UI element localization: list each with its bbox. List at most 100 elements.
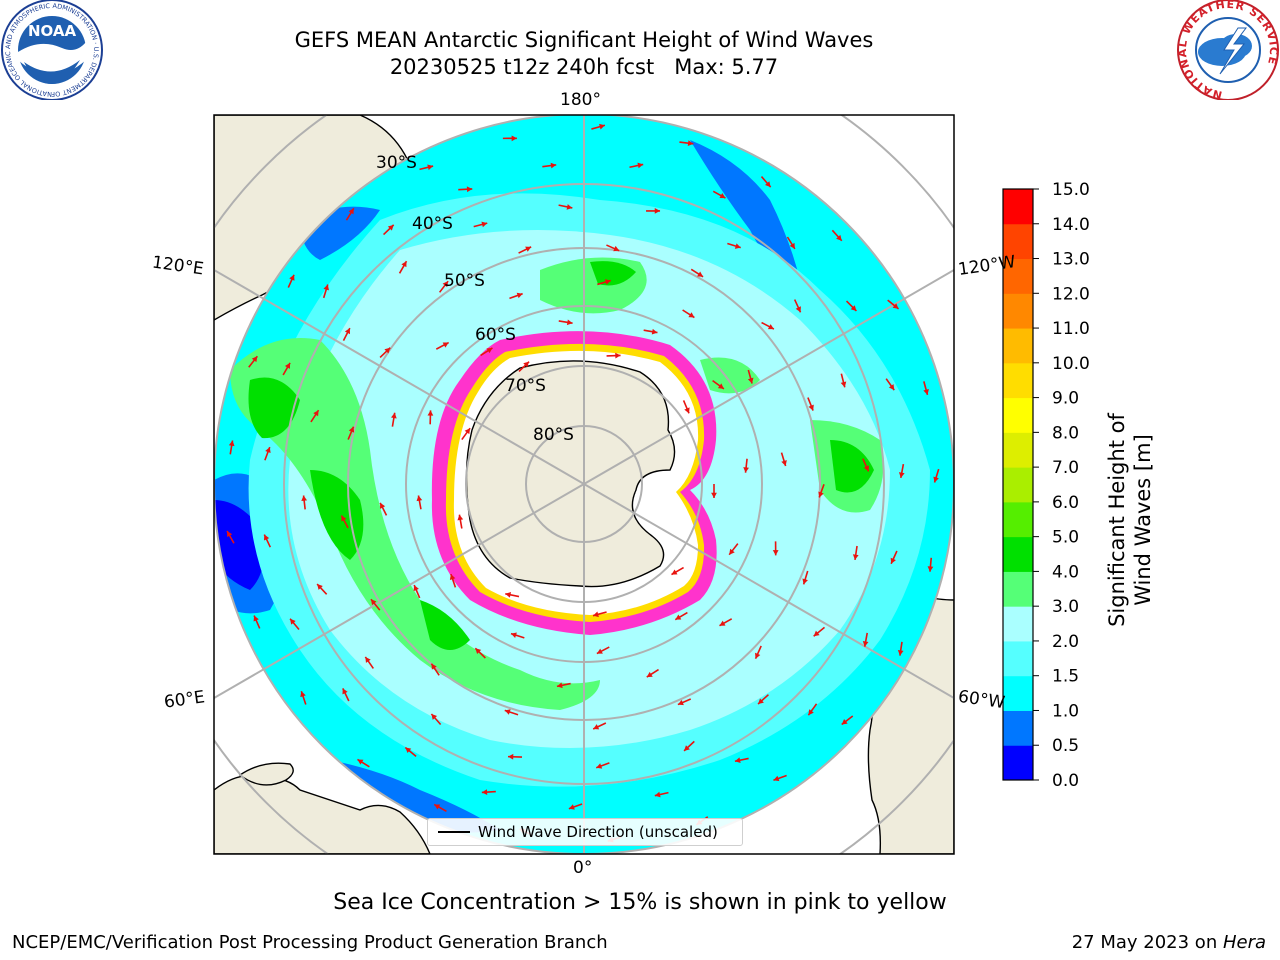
wave-arrow-head	[613, 245, 620, 252]
colorbar-swatch	[1003, 328, 1033, 364]
colorbar-tick-label: 1.5	[1052, 667, 1079, 687]
colorbar-swatch	[1003, 710, 1033, 746]
wave-arrow-head	[808, 709, 814, 716]
wave-arrow-head	[850, 305, 857, 311]
colorbar-tick-label: 11.0	[1052, 319, 1090, 339]
wave-arrow-head	[789, 242, 795, 249]
wave-arrow-head	[840, 381, 847, 388]
colorbar-swatch	[1003, 362, 1033, 399]
wave-arrow-head	[596, 648, 603, 654]
wave-arrow-head	[719, 193, 726, 199]
wave-arrow-head	[772, 550, 779, 556]
lat-label-40s: 40°S	[412, 214, 453, 234]
wave-arrow-head	[228, 440, 235, 447]
wave-arrow-head	[719, 620, 726, 626]
wave-arrow-head	[781, 460, 787, 466]
wave-arrow-head	[253, 615, 259, 622]
colorbar-swatch	[1003, 606, 1033, 642]
colorbar-tick-label: 10.0	[1052, 354, 1090, 374]
wave-arrow-head	[697, 271, 704, 277]
wave-arrow-head	[442, 342, 449, 348]
map-subtitle: 20230525 t12z 240h fcst Max: 5.77	[389, 55, 779, 79]
wave-arrow-head	[301, 495, 308, 502]
wave-arrow-head	[888, 384, 895, 391]
wave-arrow-head	[599, 123, 605, 130]
wave-arrow-head	[348, 426, 355, 433]
wave-arrow-head	[227, 531, 233, 538]
wave-arrow-head	[431, 713, 438, 720]
colorbar-tick-label: 0.5	[1052, 736, 1079, 756]
wave-arrow-head	[263, 534, 270, 541]
wave-arrow-head	[767, 324, 774, 330]
wave-arrow-head	[688, 312, 695, 318]
wave-arrow-head	[568, 804, 575, 810]
wave-arrow-head	[370, 599, 377, 606]
lat-label-80s: 80°S	[533, 425, 574, 445]
wave-arrow-head	[265, 447, 271, 454]
wave-arrow-head	[765, 181, 771, 188]
colorbar-tick-label: 13.0	[1052, 250, 1090, 270]
colorbar-swatch	[1003, 189, 1033, 225]
colorbar-swatch	[1003, 397, 1033, 433]
colorbar-swatch	[1003, 675, 1033, 711]
wave-arrow-head	[344, 328, 351, 335]
lat-label-50s: 50°S	[444, 271, 485, 291]
wave-arrow-head	[862, 640, 869, 647]
wave-arrow-head	[405, 747, 412, 754]
wave-arrow-head	[654, 208, 661, 214]
wave-arrow-head	[933, 476, 939, 483]
wave-arrow-head	[646, 671, 653, 678]
wave-arrow-head	[486, 347, 493, 354]
wave-arrow-head	[289, 274, 295, 281]
wave-arrow-head	[379, 502, 386, 509]
wave-arrow-head	[251, 356, 258, 363]
colorbar-swatch	[1003, 432, 1033, 468]
wave-arrow-head	[711, 492, 717, 498]
wave-arrow-head	[466, 186, 473, 193]
lon-label-180: 180°	[560, 90, 601, 110]
wave-arrow-head	[401, 261, 407, 268]
wave-arrow-head	[365, 656, 371, 663]
wave-arrow-head	[523, 361, 530, 368]
wave-arrow-head	[717, 383, 724, 389]
legend-line-icon	[438, 831, 470, 833]
graticule	[214, 115, 954, 854]
footer-date-text: 27 May 2023 on	[1071, 932, 1223, 953]
colorbar-swatch	[1003, 293, 1033, 329]
wave-arrow-head	[457, 514, 464, 521]
wave-arrow-head	[434, 804, 441, 810]
wave-arrow-head	[604, 279, 611, 285]
noaa-logo: NATIONAL OCEANIC AND ATMOSPHERIC ADMINIS…	[0, 0, 103, 100]
wave-arrow-head	[596, 763, 603, 769]
wave-arrow-head	[654, 791, 661, 798]
wave-arrow-head	[427, 410, 434, 416]
wave-arrow-head	[923, 389, 929, 395]
wave-arrow-head	[734, 243, 741, 249]
wave-arrow-head	[818, 491, 824, 498]
colorbar-swatch	[1003, 258, 1033, 294]
wave-arrow-head	[284, 362, 291, 369]
wave-arrow-head	[556, 682, 563, 689]
wave-arrow-head	[897, 650, 904, 656]
wave-arrow-head	[677, 699, 684, 706]
wave-arrow-head	[892, 303, 899, 309]
wave-height-field	[214, 115, 954, 854]
lat-label-60s: 60°S	[475, 325, 516, 345]
colorbar-swatch	[1003, 640, 1033, 677]
wave-arrow-head	[593, 724, 600, 730]
footer-branch: NCEP/EMC/Verification Post Processing Pr…	[12, 932, 608, 953]
colorbar-tick-label: 7.0	[1052, 458, 1079, 478]
wave-arrow-head	[550, 162, 557, 169]
colorbar-swatch	[1003, 745, 1033, 781]
wave-arrow-head	[637, 162, 644, 169]
colorbar-label: Significant Height of Wind Waves [m]	[1105, 413, 1155, 627]
sea-ice-note: Sea Ice Concentration > 15% is shown in …	[333, 890, 947, 915]
wave-arrow-head	[808, 404, 814, 411]
map-title: GEFS MEAN Antarctic Significant Height o…	[294, 28, 874, 52]
wave-arrow-head	[384, 347, 391, 354]
wave-arrow-head	[755, 652, 761, 659]
footer-machine: Hera	[1222, 932, 1266, 953]
noaa-wordmark: NOAA	[28, 22, 77, 40]
wave-arrow-head	[813, 630, 820, 637]
